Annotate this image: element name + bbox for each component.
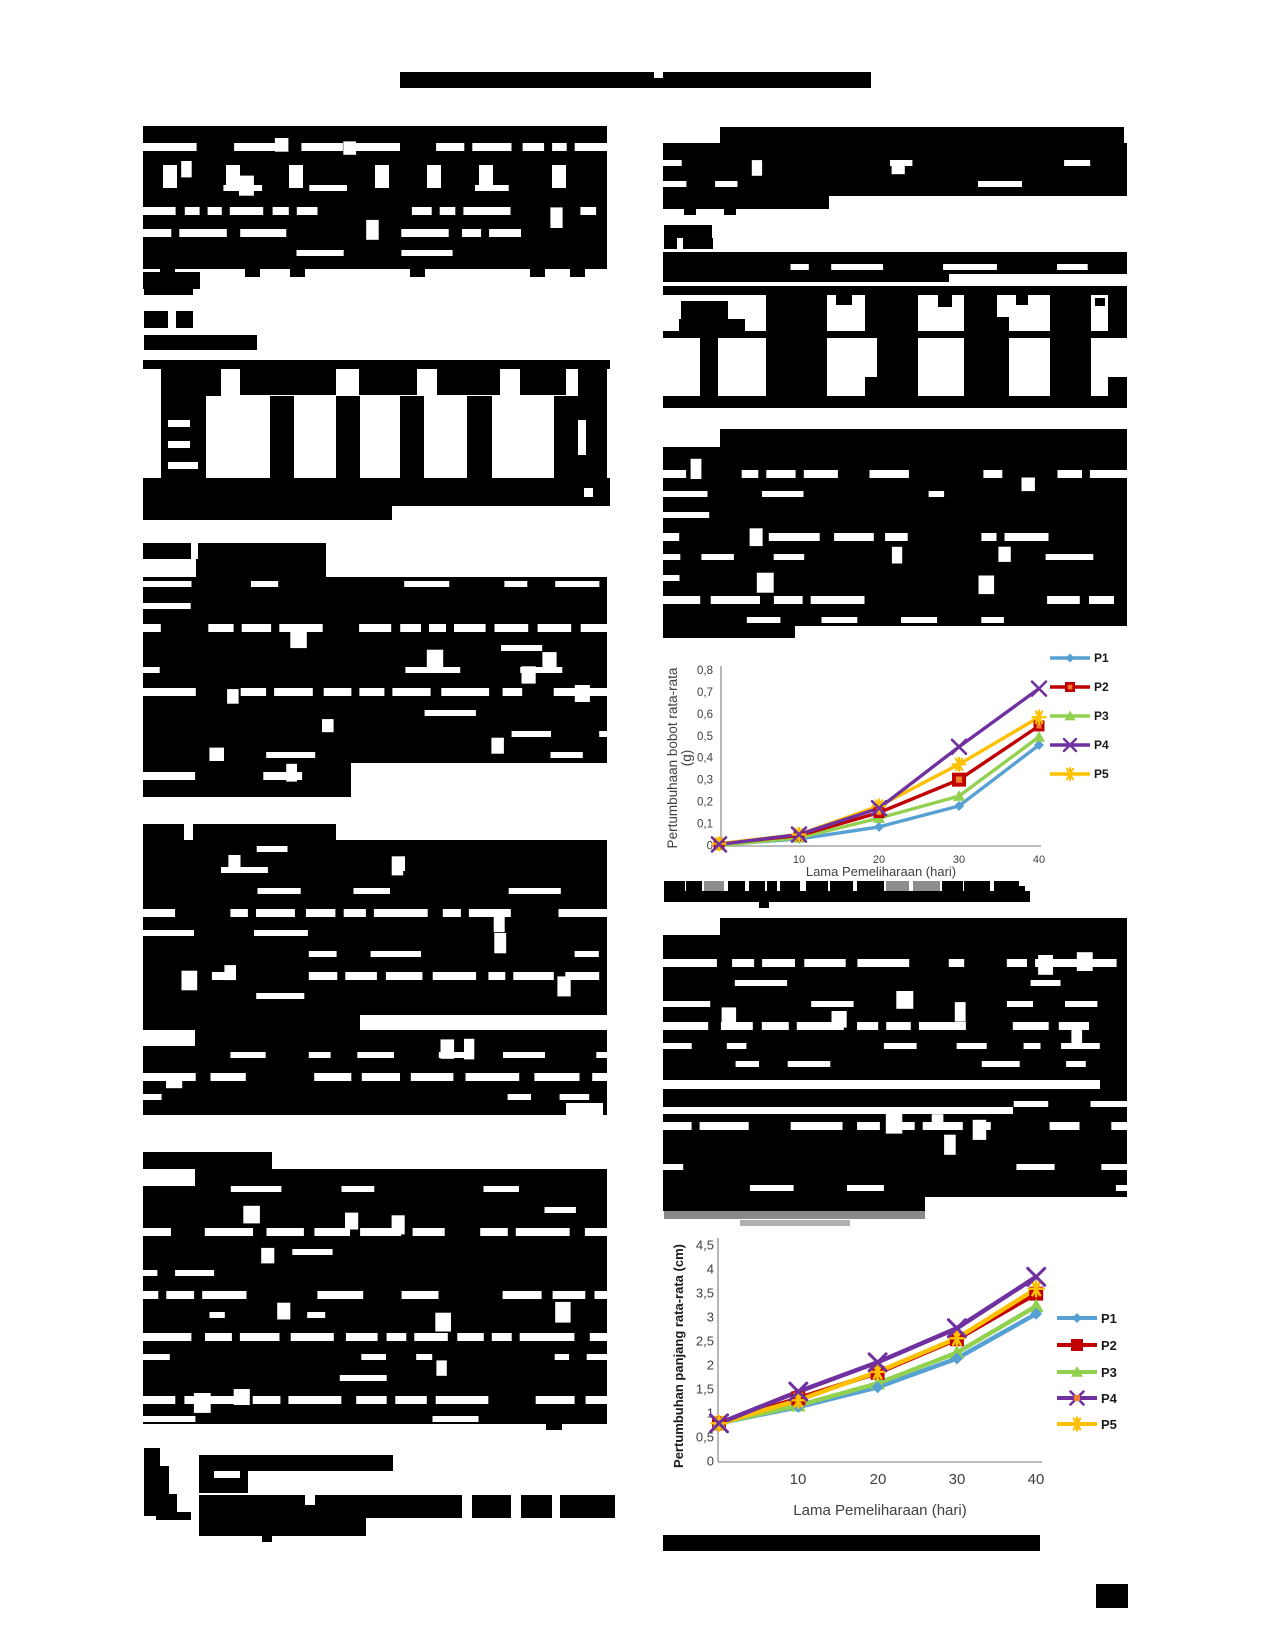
svg-text:P1: P1 [1101, 1311, 1117, 1326]
svg-text:Lama Pemeliharaan (hari): Lama Pemeliharaan (hari) [793, 1502, 966, 1519]
svg-text:3: 3 [707, 1310, 714, 1325]
svg-text:P5: P5 [1094, 767, 1109, 781]
svg-text:Lama Pemeliharaan (hari): Lama Pemeliharaan (hari) [806, 864, 956, 879]
svg-text:30: 30 [953, 854, 965, 866]
svg-text:1,5: 1,5 [696, 1382, 714, 1397]
svg-text:0,8: 0,8 [697, 665, 713, 677]
svg-text:P3: P3 [1094, 709, 1109, 723]
svg-text:Pertumbuhaan bobot rata-rata: Pertumbuhaan bobot rata-rata [665, 667, 680, 848]
svg-text:0,5: 0,5 [696, 1430, 714, 1445]
svg-text:P2: P2 [1094, 680, 1109, 694]
svg-text:2,5: 2,5 [696, 1334, 714, 1349]
svg-text:4: 4 [707, 1262, 714, 1277]
svg-text:0,1: 0,1 [697, 819, 713, 831]
svg-text:Pertumbuhan panjang rata-rata: Pertumbuhan panjang rata-rata (cm) [671, 1244, 686, 1468]
svg-text:P2: P2 [1101, 1338, 1117, 1353]
svg-text:(g): (g) [679, 750, 694, 767]
svg-text:P4: P4 [1101, 1391, 1118, 1406]
svg-text:3,5: 3,5 [696, 1286, 714, 1301]
svg-text:0,7: 0,7 [697, 687, 713, 699]
svg-text:0,5: 0,5 [697, 731, 713, 743]
svg-text:20: 20 [873, 854, 885, 866]
svg-text:1: 1 [707, 1406, 714, 1421]
svg-text:4,5: 4,5 [696, 1238, 714, 1253]
svg-text:0,3: 0,3 [697, 775, 713, 787]
svg-text:P4: P4 [1094, 738, 1109, 752]
svg-text:10: 10 [790, 1471, 807, 1488]
svg-text:40: 40 [1033, 854, 1045, 866]
svg-text:0,6: 0,6 [697, 709, 713, 721]
svg-text:P1: P1 [1094, 651, 1109, 665]
svg-text:0,4: 0,4 [697, 753, 714, 765]
svg-text:0,2: 0,2 [697, 797, 713, 809]
svg-text:20: 20 [870, 1471, 887, 1488]
svg-text:30: 30 [949, 1471, 966, 1488]
svg-text:40: 40 [1028, 1471, 1045, 1488]
svg-text:0: 0 [707, 1454, 714, 1469]
svg-text:P5: P5 [1101, 1417, 1117, 1432]
svg-text:10: 10 [793, 854, 805, 866]
svg-text:2: 2 [707, 1358, 714, 1373]
svg-text:0: 0 [707, 841, 713, 853]
svg-text:P3: P3 [1101, 1365, 1117, 1380]
